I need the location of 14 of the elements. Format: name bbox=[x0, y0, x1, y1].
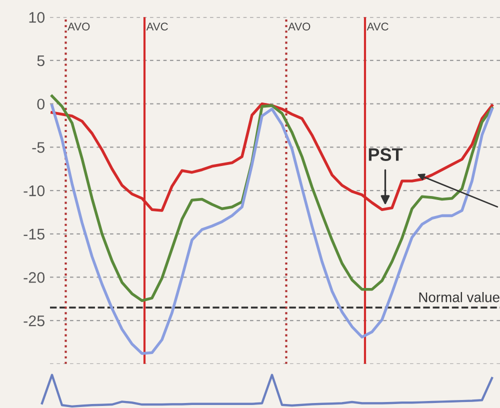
y-tick-label: -20 bbox=[24, 272, 45, 283]
annotation: AVO bbox=[68, 22, 90, 30]
y-tick-label: -5 bbox=[32, 142, 44, 153]
annotation: AVC bbox=[146, 22, 168, 30]
y-tick-label: 10 bbox=[29, 12, 45, 23]
y-tick-label: -15 bbox=[24, 228, 44, 240]
annotation: PST bbox=[368, 148, 403, 161]
y-tick-label: -25 bbox=[24, 315, 44, 326]
annotation: AVO bbox=[288, 22, 310, 30]
y-tick-label: 0 bbox=[37, 98, 45, 110]
y-tick-label: -10 bbox=[24, 185, 45, 196]
y-tick-label: 5 bbox=[37, 56, 44, 66]
annotation: AVC bbox=[366, 22, 388, 30]
ref-line-label: Normal value bbox=[419, 292, 500, 302]
